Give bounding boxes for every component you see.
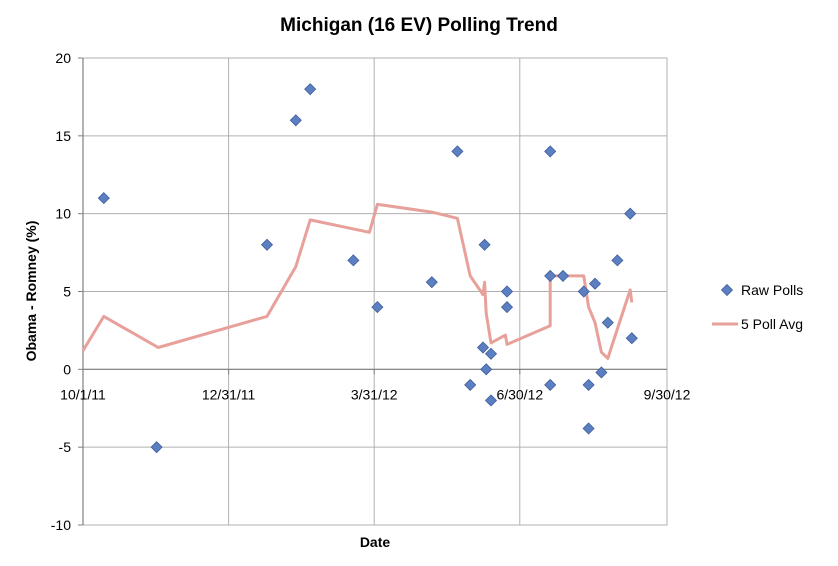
y-tick-labels: -10 -5 0 5 10 15 20 <box>51 50 71 533</box>
legend-avg-label: 5 Poll Avg <box>741 316 803 332</box>
raw-poll-point <box>371 301 384 314</box>
raw-poll-point <box>577 285 590 298</box>
x-tick-label: 6/30/12 <box>496 386 543 402</box>
raw-poll-point <box>625 332 638 345</box>
raw-poll-point <box>478 238 491 251</box>
legend-raw-marker <box>720 283 734 297</box>
raw-poll-point <box>611 254 624 267</box>
raw-poll-point <box>347 254 360 267</box>
raw-poll-point <box>289 114 302 127</box>
x-tick-label: 10/1/11 <box>60 386 106 402</box>
y-tick-label: 0 <box>63 361 71 377</box>
y-tick-label: -5 <box>59 439 72 455</box>
raw-poll-point <box>464 378 477 391</box>
raw-poll-point <box>484 347 498 360</box>
raw-poll-point <box>425 276 438 289</box>
y-tick-label: -10 <box>51 517 71 533</box>
raw-poll-point <box>544 269 557 282</box>
raw-poll-point <box>304 83 317 96</box>
y-axis-title: Obama - Romney (%) <box>23 221 39 362</box>
raw-poll-point <box>480 363 493 376</box>
raw-poll-point <box>544 145 557 158</box>
avg-line <box>81 202 634 360</box>
raw-poll-point <box>595 366 608 379</box>
raw-poll-point <box>624 207 637 220</box>
raw-poll-point <box>500 301 514 314</box>
raw-poll-point <box>97 192 110 205</box>
raw-poll-point <box>500 285 514 298</box>
raw-poll-point <box>582 378 595 391</box>
raw-polls-series <box>97 83 638 454</box>
raw-poll-point <box>588 277 602 290</box>
raw-poll-point <box>582 422 595 435</box>
raw-poll-point <box>260 238 274 251</box>
raw-poll-point <box>601 316 614 329</box>
legend-raw-label: Raw Polls <box>741 282 803 298</box>
y-tick-label: 5 <box>63 284 71 300</box>
x-tick-label: 9/30/12 <box>644 386 691 402</box>
raw-poll-point <box>150 441 163 454</box>
raw-poll-point <box>556 269 570 282</box>
x-axis-title: Date <box>360 534 391 550</box>
chart-title: Michigan (16 EV) Polling Trend <box>280 15 558 36</box>
x-tick-labels: 10/1/11 12/31/11 3/31/12 6/30/12 9/30/12 <box>60 386 690 402</box>
raw-poll-point <box>484 394 498 407</box>
avg-line-series <box>81 202 634 360</box>
axes <box>78 57 668 526</box>
y-tick-label: 10 <box>55 206 71 222</box>
y-tick-label: 15 <box>55 128 71 144</box>
raw-poll-point <box>544 378 557 391</box>
raw-poll-point <box>476 341 490 354</box>
raw-poll-point <box>451 145 464 158</box>
x-tick-label: 3/31/12 <box>351 386 398 402</box>
x-tick-label: 12/31/11 <box>202 386 256 402</box>
y-tick-label: 20 <box>55 50 71 66</box>
legend: Raw Polls 5 Poll Avg <box>712 282 803 332</box>
